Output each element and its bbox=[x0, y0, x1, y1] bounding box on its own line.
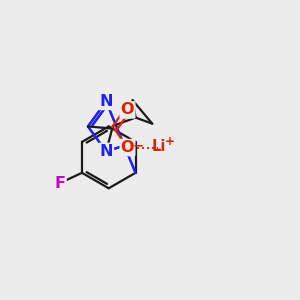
Text: −: − bbox=[132, 140, 143, 153]
Text: N: N bbox=[99, 94, 113, 109]
Text: O: O bbox=[121, 140, 134, 155]
Text: O: O bbox=[121, 102, 134, 117]
Text: N: N bbox=[99, 144, 113, 159]
Text: F: F bbox=[55, 176, 66, 190]
Text: Li: Li bbox=[151, 139, 166, 154]
Text: +: + bbox=[165, 135, 175, 148]
